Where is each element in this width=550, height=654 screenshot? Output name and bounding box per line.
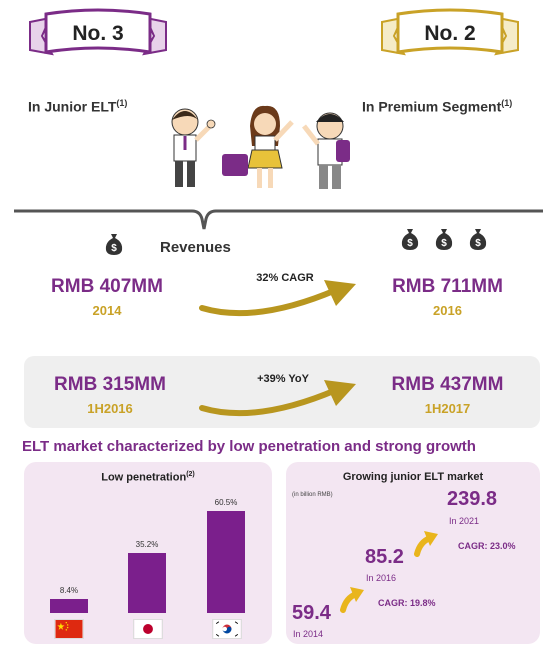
growth-cagr-2: CAGR: 23.0% [458,541,516,551]
money-bag-icon: $ [401,229,419,250]
rank-label-right-note: (1) [501,98,513,108]
curved-arrow-icon [340,587,364,613]
growth-2021-year: In 2021 [449,516,480,526]
penetration-bar-label: 60.5% [214,498,238,507]
money-bag-icon: $ [435,229,453,250]
revenue-2014-year: 2014 [92,303,122,318]
rank-badge-right: No. 2 [380,8,520,67]
rank-label-left: In Junior ELT(1) [28,98,127,115]
rank-label-right-text: In Premium Segment [362,98,502,115]
divider-bracket [14,209,543,230]
curved-arrow-icon [414,531,438,557]
penetration-title: Low penetration(2) [24,471,272,484]
growth-unit: (in billion RMB) [292,492,333,498]
rank-label-left-text: In Junior ELT [28,98,117,115]
penetration-bar-korea [207,511,245,613]
rank-badge-left: No. 3 [28,8,168,67]
revenue-2014-value: RMB 407MM [51,276,163,297]
revenue-1h2017-value: RMB 437MM [391,374,504,395]
revenue-2016-value: RMB 711MM [392,276,503,297]
penetration-bar-label: 35.2% [135,540,159,549]
money-bag-icon: $ [105,234,123,255]
penetration-bar-label: 8.4% [59,586,79,595]
svg-text:$: $ [111,243,117,254]
revenue-cagr: 32% CAGR [256,272,314,284]
svg-text:$: $ [441,238,447,249]
ribbon-gold-icon [381,8,519,56]
revenue-1h2017-year: 1H2017 [424,401,471,416]
japan-flag-icon [133,619,163,639]
curved-arrow-icon [199,280,356,317]
rank-label-right: In Premium Segment(1) [362,98,512,115]
money-bag-icon: $ [469,229,487,250]
halfyear-panel [24,356,540,428]
growth-2016-year: In 2016 [366,573,397,583]
penetration-bar-china [50,599,88,613]
svg-text:$: $ [407,238,413,249]
growth-2014-year: In 2014 [293,629,324,639]
revenue-1h2016-year: 1H2016 [87,401,133,416]
market-headline: ELT market characterized by low penetrat… [22,438,476,455]
svg-text:$: $ [475,238,481,249]
ribbon-purple-icon [29,8,167,56]
revenue-2016-year: 2016 [433,303,462,318]
revenues-title: Revenues [160,239,231,256]
halfyear-growth: +39% YoY [257,373,309,385]
growth-2016-value: 85.2 [365,546,404,568]
rank-badge-right-text: No. 2 [424,22,476,45]
growth-cagr-1: CAGR: 19.8% [378,598,436,608]
rank-badge-left-text: No. 3 [72,22,124,45]
student-boy-icon [171,108,216,187]
growth-2021-value: 239.8 [447,488,498,510]
curved-arrow-icon [199,380,356,417]
growth-panel [286,462,540,644]
revenue-1h2016-value: RMB 315MM [54,374,166,395]
penetration-bar-japan [128,553,166,613]
money-bags-group: $ $ $ [400,227,492,257]
penetration-title-text: Low penetration [101,471,187,484]
rank-label-left-note: (1) [116,98,128,108]
penetration-title-note: (2) [186,471,195,478]
china-flag-icon [54,619,84,639]
student-girl-icon [222,105,294,188]
growth-2014-value: 59.4 [292,602,331,624]
growth-title: Growing junior ELT market [342,471,484,483]
korea-flag-icon [212,619,242,639]
student-boy-cap-icon [302,112,350,189]
students-illustration [171,105,350,189]
